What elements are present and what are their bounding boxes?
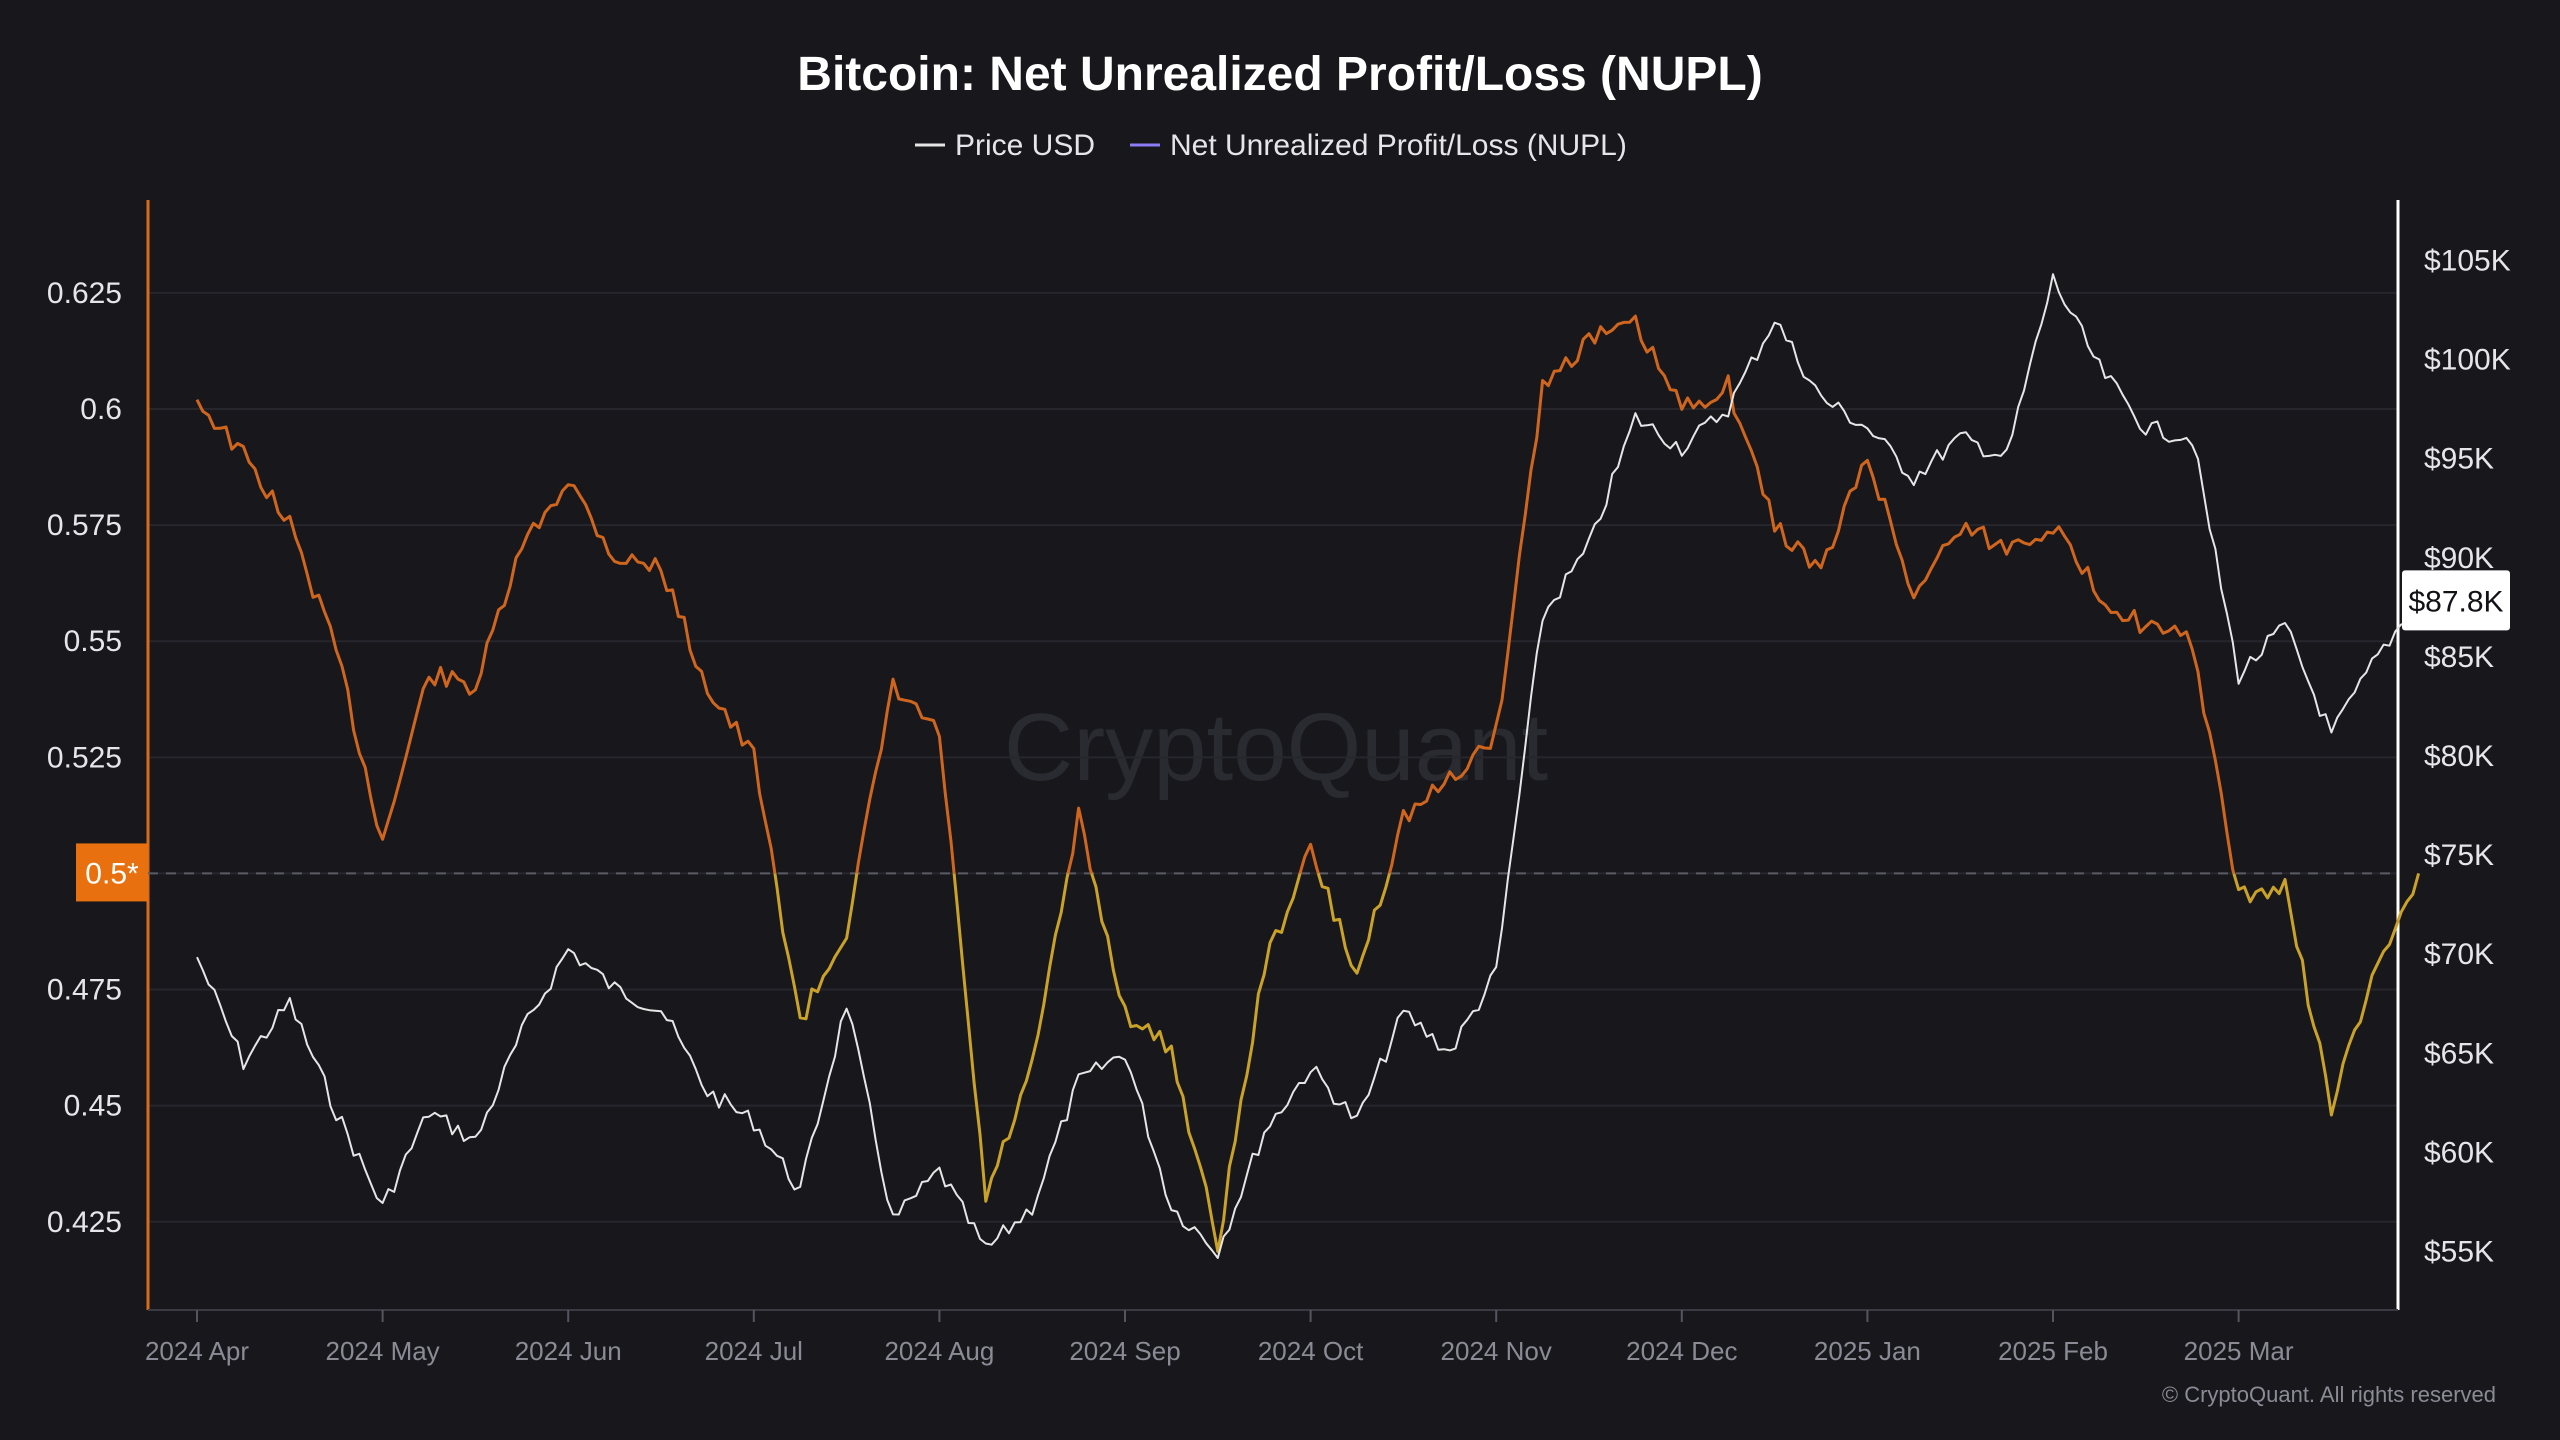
nupl-segment-3 [952,873,1070,1203]
y-left-tick-label-4: 0.525 [47,741,122,774]
x-tick-label-4: 2024 Aug [884,1336,994,1366]
x-tick-label-9: 2025 Jan [1814,1336,1921,1366]
x-tick-label-7: 2024 Nov [1441,1336,1552,1366]
y-left-tick-label-2: 0.475 [47,974,122,1007]
y-left-highlight-badge [76,843,148,902]
x-tick-label-8: 2024 Dec [1626,1336,1737,1366]
price-line [196,273,2420,1259]
legend-item-price[interactable]: Price USD [915,129,1095,162]
nupl-series [195,314,2421,1253]
legend-label-nupl: Net Unrealized Profit/Loss (NUPL) [1170,129,1627,162]
x-tick-label-6: 2024 Oct [1258,1336,1364,1366]
y-right-tick-label-5: $80K [2424,740,2494,773]
watermark: CryptoQuant [1004,694,1548,801]
y-right-tick-label-7: $90K [2424,542,2494,575]
nupl-segment-1 [773,873,859,1021]
copyright-text: © CryptoQuant. All rights reserved [2162,1382,2496,1407]
legend: Price USD Net Unrealized Profit/Loss (NU… [915,129,1627,162]
y-left-tick-label-8: 0.625 [47,277,122,310]
y-right-tick-label-3: $70K [2424,938,2494,971]
legend-label-price: Price USD [955,129,1095,162]
nupl-segment-8 [1388,314,2236,874]
y-right-tick-label-0: $55K [2424,1236,2494,1269]
current-price-badge [2402,570,2510,631]
y-axis-left-labels: 0.425 0.45 0.475 0.525 0.55 0.575 0.6 0.625 [47,277,122,1239]
x-axis-labels: 2024 Apr 2024 May 2024 Jun 2024 Jul 2024 Aug… [145,1336,2294,1366]
x-tick-label-3: 2024 Jul [705,1336,803,1366]
x-tick-label-10: 2025 Feb [1998,1336,2108,1366]
nupl-segment-7 [1316,872,1391,975]
x-tick-label-0: 2024 Apr [145,1336,249,1366]
x-tick-label-2: 2024 Jun [515,1336,622,1366]
y-left-tick-label-1: 0.45 [64,1090,122,1123]
y-right-tick-label-10: $105K [2424,244,2511,277]
y-right-tick-label-6: $85K [2424,641,2494,674]
y-right-tick-label-1: $60K [2424,1136,2494,1169]
nupl-segment-5 [1090,872,1302,1253]
nupl-segment-6 [1298,842,1320,874]
y-left-highlight-label: 0.5* [85,857,139,890]
y-right-tick-label-8: $95K [2424,443,2494,476]
axes [146,200,2400,1322]
x-tick-label-1: 2024 May [326,1336,440,1366]
y-right-tick-label-9: $100K [2424,344,2511,377]
legend-item-nupl[interactable]: Net Unrealized Profit/Loss (NUPL) [1130,129,1627,162]
current-price-label: $87.8K [2408,585,2503,618]
nupl-segment-2 [855,677,956,874]
y-right-tick-label-4: $75K [2424,839,2494,872]
y-left-tick-label-6: 0.575 [47,509,122,542]
grid [148,291,2398,1223]
y-left-tick-label-0: 0.425 [47,1206,122,1239]
price-series [196,273,2420,1259]
y-axis-right-labels: $55K $60K $65K $70K $75K $80K $85K $90K $95K $100… [2424,244,2511,1268]
y-left-tick-label-5: 0.55 [64,625,122,658]
y-left-tick-label-7: 0.6 [80,393,122,426]
axis-badges: 0.5* $87.8K [76,570,2510,902]
x-tick-label-5: 2024 Sep [1069,1336,1180,1366]
y-right-tick-label-2: $65K [2424,1037,2494,1070]
x-tick-label-11: 2025 Mar [2184,1336,2294,1366]
chart-title: Bitcoin: Net Unrealized Profit/Loss (NUP… [797,48,1762,101]
nupl-segment-0 [195,399,777,874]
nupl-segment-9 [2232,872,2421,1117]
nupl-segment-4 [1066,806,1094,874]
